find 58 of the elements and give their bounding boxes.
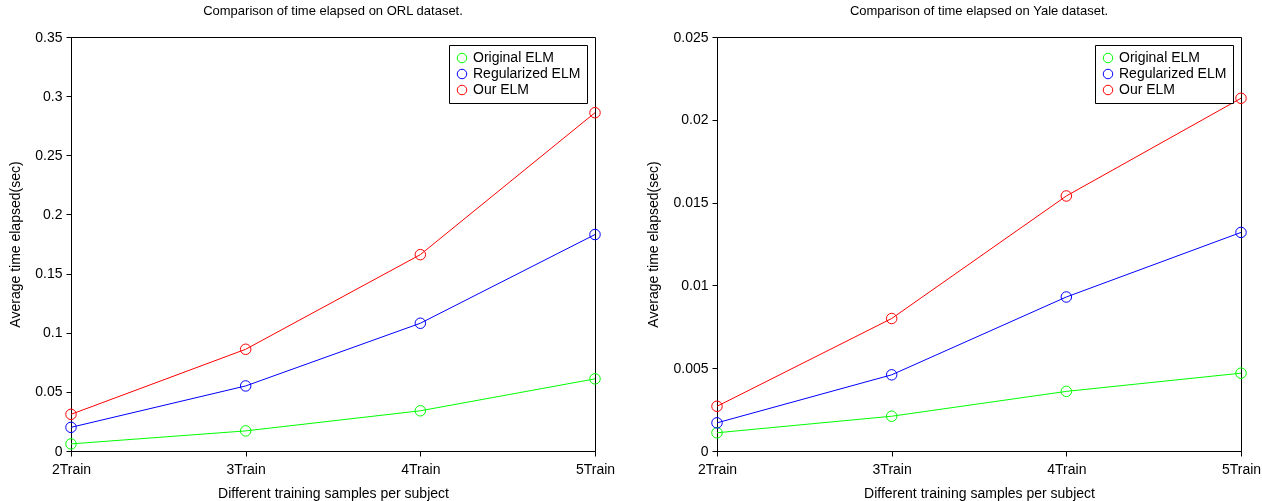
y-axis-title: Average time elapsed(sec) [645,161,662,328]
legend-label: Original ELM [473,49,554,65]
legend-label: Our ELM [473,81,530,97]
point [239,380,252,392]
x-tick-label: 4Train [401,460,441,477]
x-tick-label: 5Train [575,460,616,477]
x-axis-title: Different training samples per subject [218,484,450,501]
y-tick-label: 0.35 [35,28,63,45]
point [1235,226,1247,239]
point [1235,367,1247,379]
point [589,373,601,385]
point [1060,291,1073,303]
legend-label: Regularized ELM [1119,65,1227,81]
x-tick-label: 3Train [872,460,912,477]
point [1235,92,1247,105]
point [1060,190,1073,202]
point [414,405,427,417]
y-tick-label: 0.05 [35,383,63,400]
point [414,317,427,329]
point [885,410,898,422]
y-tick-label: 0.15 [35,265,63,282]
point [885,312,898,325]
y-tick-label: 0 [54,442,63,459]
legend-label: Original ELM [1119,49,1200,65]
point [885,369,898,381]
x-tick-label: 2Train [51,460,92,477]
point [239,343,252,356]
chart-title: Comparison of time elapsed on ORL dataset. [203,3,463,18]
y-tick-label: 0.1 [43,324,63,341]
point [239,425,252,437]
legend-label: Our ELM [1119,81,1176,97]
x-tick-label: 3Train [226,460,266,477]
y-tick-label: 0.005 [673,359,709,376]
x-axis-title: Different training samples per subject [864,484,1096,501]
y-tick-label: 0 [700,442,709,459]
y-axis-title: Average time elapsed(sec) [7,161,24,328]
x-tick-label: 2Train [697,460,738,477]
x-tick-label: 5Train [1221,460,1262,477]
point [589,228,601,241]
point [711,417,723,429]
point [589,106,601,119]
y-tick-label: 0.2 [43,205,63,222]
point [711,400,723,413]
legend-label: Regularized ELM [473,65,581,81]
point [1060,385,1073,398]
y-tick-label: 0.02 [681,111,709,128]
point [65,421,77,434]
point [414,248,427,261]
point [65,408,77,421]
x-tick-label: 4Train [1047,460,1087,477]
y-tick-label: 0.015 [673,194,709,211]
point [65,438,77,450]
y-tick-label: 0.01 [681,276,709,293]
y-tick-label: 0.25 [35,146,63,163]
y-tick-label: 0.3 [43,87,63,104]
y-tick-label: 0.025 [673,28,709,45]
chart-title: Comparison of time elapsed on Yale dataset. [849,3,1109,18]
point [711,427,723,439]
